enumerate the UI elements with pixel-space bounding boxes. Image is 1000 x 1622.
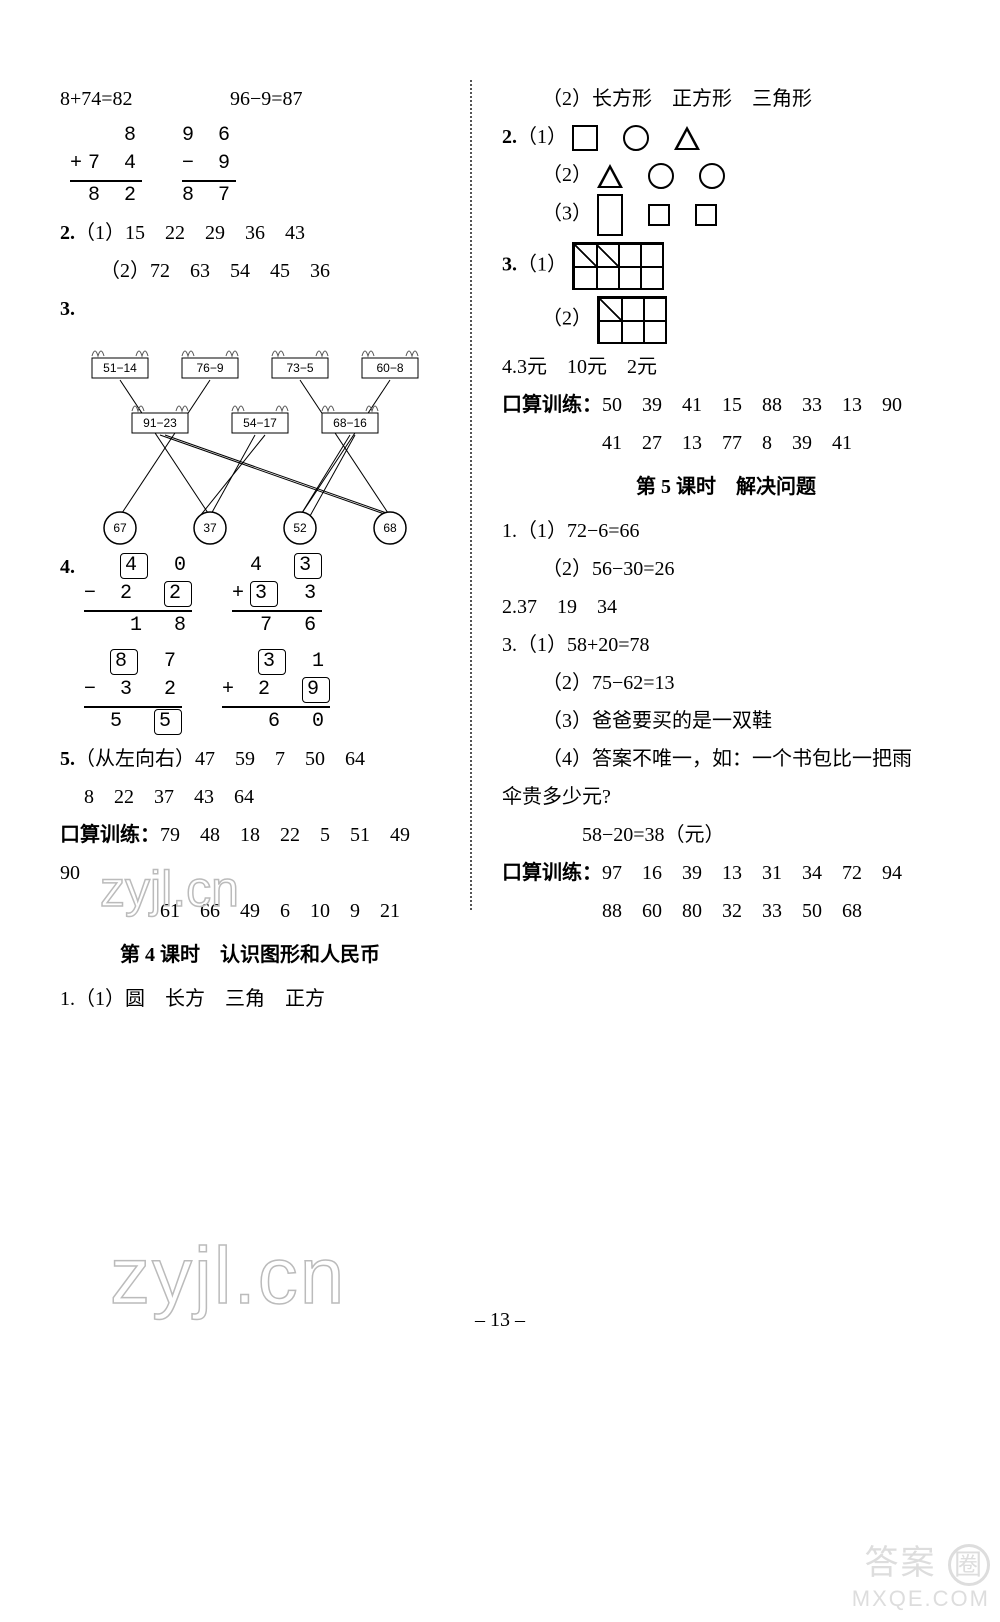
circle-icon xyxy=(648,163,674,189)
r-kousuan2-2: 88 60 80 32 33 50 68 xyxy=(602,892,950,930)
svg-text:91−23: 91−23 xyxy=(143,416,177,430)
r-kousuan-2: 41 27 13 77 8 39 41 xyxy=(602,424,950,462)
r-q2-3: （3） xyxy=(542,194,950,236)
svg-text:37: 37 xyxy=(203,521,217,535)
small-square-icon xyxy=(648,204,670,226)
p5-1b: （2）56−30=26 xyxy=(542,550,950,588)
q5: 5.（从左向右）47 59 7 50 64 xyxy=(60,740,440,778)
p5-2: 2.37 19 34 xyxy=(502,588,950,626)
r-q4: 4.3元 10元 2元 xyxy=(502,348,950,386)
lesson-4-heading: 第 4 课时 认识图形和人民币 xyxy=(60,936,440,974)
triangle-icon xyxy=(597,164,623,188)
p5-1: 1.（1）72−6=66 xyxy=(502,512,950,550)
vertical-calc-2: 9 6 − 9 8 7 xyxy=(182,122,236,210)
q3-label: 3. xyxy=(60,290,440,328)
r-q3-1: 3.（1） xyxy=(502,242,950,290)
svg-text:51−14: 51−14 xyxy=(103,361,137,375)
page-number: – 13 – xyxy=(0,1309,1000,1332)
column-divider xyxy=(470,80,472,910)
r-q2-2: （2） xyxy=(542,156,950,194)
eq-right: 96−9=87 xyxy=(230,80,303,118)
p5-3d: （4）答案不唯一，如：一个书包比一把雨 xyxy=(542,740,950,778)
q5-row2: 8 22 37 43 64 xyxy=(84,778,440,816)
circle-icon xyxy=(623,125,649,151)
svg-text:76−9: 76−9 xyxy=(196,361,223,375)
matching-diagram: 51−14 76−9 73−5 60−8 91−23 54−17 68−16 67 37 52 68 xyxy=(60,328,440,548)
p5-3f: 58−20=38（元） xyxy=(582,816,950,854)
q2-2: （2）72 63 54 45 36 xyxy=(100,252,440,290)
r-line1: （2）长方形 正方形 三角形 xyxy=(542,80,950,118)
r-q3-2: （2） xyxy=(542,296,950,344)
q4-row2: 8 7 − 3 2 5 5 3 1 + 2 9 6 0 xyxy=(84,644,440,740)
r-kousuan: 口算训练：50 39 41 15 88 33 13 90 xyxy=(502,386,950,424)
grid-4x2-icon xyxy=(572,242,664,290)
svg-text:68: 68 xyxy=(383,521,397,535)
brand-watermark: 答案 圈 MXQE.COM xyxy=(852,1535,990,1612)
watermark-small: zyjl.cn xyxy=(100,860,239,918)
grid-3x2-icon xyxy=(597,296,667,344)
q4: 4. 4 0 − 2 2 1 8 4 3 +3 3 7 6 xyxy=(60,548,440,644)
lesson-5-heading: 第 5 课时 解决问题 xyxy=(502,468,950,506)
svg-text:68−16: 68−16 xyxy=(333,416,367,430)
svg-text:54−17: 54−17 xyxy=(243,416,277,430)
right-column: （2）长方形 正方形 三角形 2.（1） （2） （3） 3 xyxy=(482,80,950,1018)
q2: 2.（1）15 22 29 36 43 xyxy=(60,214,440,252)
eq-left: 8+74=82 xyxy=(60,80,230,118)
small-square-icon xyxy=(695,204,717,226)
p5-3: 3.（1）58+20=78 xyxy=(502,626,950,664)
p5-3c: （3）爸爸要买的是一双鞋 xyxy=(542,702,950,740)
svg-text:73−5: 73−5 xyxy=(286,361,313,375)
triangle-icon xyxy=(674,126,700,150)
svg-text:67: 67 xyxy=(113,521,127,535)
r-kousuan2: 口算训练：97 16 39 13 31 34 72 94 xyxy=(502,854,950,892)
svg-text:60−8: 60−8 xyxy=(376,361,403,375)
square-icon xyxy=(572,125,598,151)
circle-icon xyxy=(699,163,725,189)
vertical-calc-1: 8 +7 4 8 2 xyxy=(70,122,142,210)
p5-3e: 伞贵多少元? xyxy=(502,778,950,816)
r-q2-1: 2.（1） xyxy=(502,118,950,156)
q1-shapes: 1.（1）圆 长方 三角 正方 xyxy=(60,980,440,1018)
tall-rect-icon xyxy=(597,194,623,236)
p5-3b: （2）75−62=13 xyxy=(542,664,950,702)
svg-text:52: 52 xyxy=(293,521,307,535)
